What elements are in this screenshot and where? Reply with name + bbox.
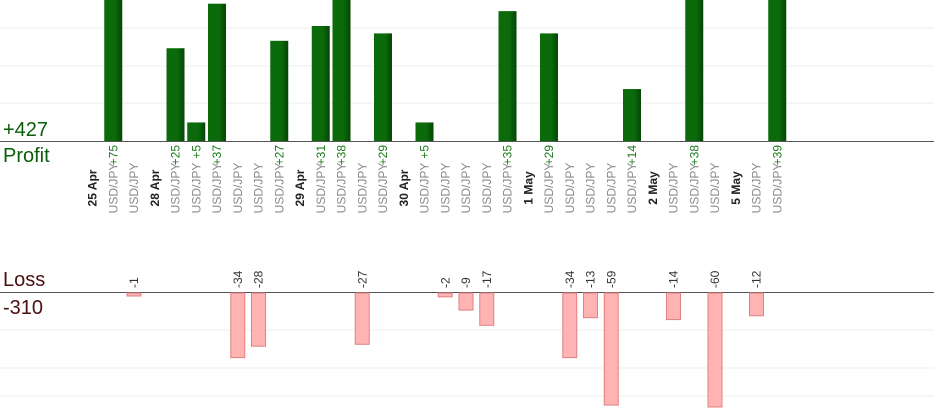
loss-bar: [251, 292, 266, 347]
profit-bar: [374, 33, 392, 141]
loss-bar: [437, 292, 453, 298]
profit-label: Profit: [3, 145, 50, 167]
pair-label: USD/JPY: [127, 163, 141, 214]
pair-label: USD/JPY: [106, 163, 120, 214]
loss-value-label: -12: [750, 270, 764, 288]
pair-label: USD/JPY: [376, 163, 390, 214]
profit-value-label: +5: [189, 145, 203, 159]
pair-label: USD/JPY: [189, 163, 203, 214]
date-label: 2 May: [646, 171, 660, 205]
pair-label: USD/JPY: [667, 163, 681, 214]
pair-label: USD/JPY: [563, 163, 577, 214]
pair-label: USD/JPY: [231, 163, 245, 214]
profit-total: +427: [3, 119, 49, 141]
date-label: 29 Apr: [293, 169, 307, 206]
pair-label: USD/JPY: [770, 163, 784, 214]
profit-value-label: +29: [542, 145, 556, 166]
pair-label: USD/JPY: [604, 163, 618, 214]
loss-bar: [354, 292, 370, 345]
profit-value-label: +35: [501, 145, 515, 166]
profit-value-label: +5: [418, 145, 432, 159]
profit-bar: [332, 0, 351, 141]
pair-label: USD/JPY: [169, 163, 183, 214]
profit-bar: [208, 3, 226, 142]
date-label: 25 Apr: [86, 169, 100, 206]
loss-value-label: -27: [355, 270, 369, 288]
profit-value-label: +31: [314, 145, 328, 166]
profit-bar: [166, 48, 185, 141]
loss-value-label: -17: [480, 270, 494, 288]
loss-label: Loss: [3, 269, 46, 291]
loss-bar: [666, 292, 681, 321]
profit-bar: [187, 122, 206, 141]
pair-label: USD/JPY: [335, 163, 349, 214]
date-label: 5 May: [729, 171, 743, 205]
profit-bar: [540, 33, 558, 141]
loss-value-label: -2: [438, 277, 452, 288]
loss-value-label: -34: [563, 270, 577, 288]
loss-value-label: -60: [708, 270, 722, 288]
date-label: 28 Apr: [148, 169, 162, 206]
loss-value-label: -1: [127, 277, 141, 288]
pair-label: USD/JPY: [438, 163, 452, 214]
pair-label: USD/JPY: [750, 163, 764, 214]
loss-value-label: -34: [231, 270, 245, 288]
profit-bar: [104, 0, 123, 141]
profit-value-label: +14: [625, 145, 639, 166]
date-label: 30 Apr: [397, 169, 411, 206]
pair-label: USD/JPY: [272, 163, 286, 214]
pair-label: USD/JPY: [687, 163, 701, 214]
loss-value-label: -14: [667, 270, 681, 288]
loss-bar: [479, 292, 495, 326]
profit-value-label: +38: [687, 145, 701, 166]
loss-bar: [749, 292, 764, 317]
pair-label: USD/JPY: [501, 163, 515, 214]
loss-bar: [562, 292, 578, 359]
loss-value-label: -28: [252, 270, 266, 288]
profit-bar: [623, 89, 641, 141]
profit-value-label: +38: [335, 145, 349, 166]
profit-bar: [768, 0, 787, 141]
pair-label: USD/JPY: [418, 163, 432, 214]
loss-bar: [707, 292, 723, 408]
profit-value-label: +75: [106, 145, 120, 166]
pair-label: USD/JPY: [708, 163, 722, 214]
profit-bar: [498, 11, 517, 142]
pair-label: USD/JPY: [210, 163, 224, 214]
pair-label: USD/JPY: [584, 163, 598, 214]
loss-bar: [583, 292, 598, 319]
loss-value-label: -13: [584, 270, 598, 288]
profit-bar: [270, 40, 289, 141]
loss-total: -310: [3, 297, 44, 319]
loss-bar: [603, 292, 619, 406]
profit-value-label: +37: [210, 145, 224, 166]
profit-value-label: +29: [376, 145, 390, 166]
profit-bar: [415, 122, 434, 141]
pair-label: USD/JPY: [480, 163, 494, 214]
pair-label: USD/JPY: [459, 163, 473, 214]
pair-label: USD/JPY: [252, 163, 266, 214]
loss-bar: [126, 292, 142, 297]
loss-bar: [230, 292, 246, 359]
profit-value-label: +39: [770, 145, 784, 166]
profit-bar: [311, 25, 330, 141]
profit-bar: [685, 0, 704, 141]
pair-label: USD/JPY: [314, 163, 328, 214]
pair-label: USD/JPY: [625, 163, 639, 214]
pair-label: USD/JPY: [542, 163, 556, 214]
date-label: 1 May: [521, 171, 535, 205]
pair-label: USD/JPY: [355, 163, 369, 214]
profit-value-label: +27: [272, 145, 286, 166]
loss-value-label: -59: [604, 270, 618, 288]
profit-value-label: +25: [169, 145, 183, 166]
loss-value-label: -9: [459, 277, 473, 288]
loss-bar: [458, 292, 474, 311]
